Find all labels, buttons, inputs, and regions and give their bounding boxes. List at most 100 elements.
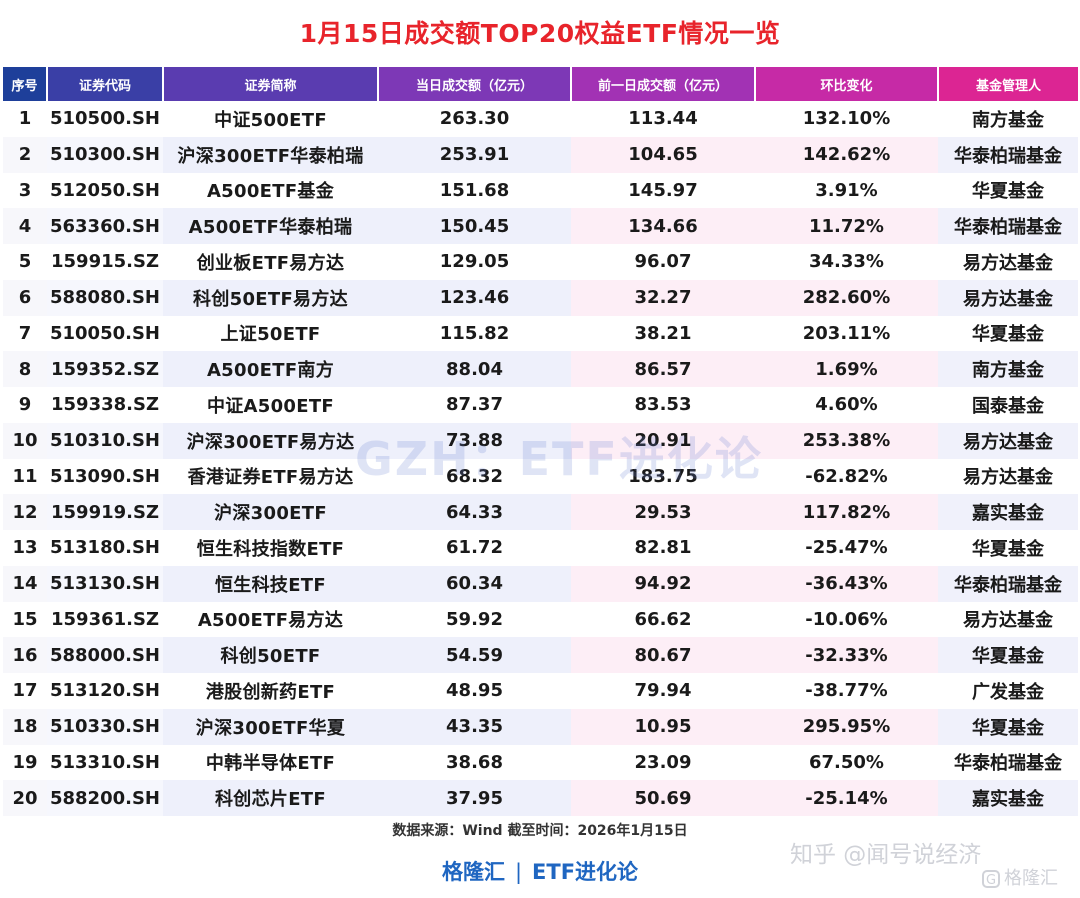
cell-change: -62.82% bbox=[805, 465, 888, 487]
cell-current-volume: 129.05 bbox=[439, 251, 510, 273]
cell-manager: 南方基金 bbox=[938, 351, 1078, 387]
cell-change: -36.43% bbox=[755, 565, 938, 602]
table-row: 8 159352.SZ A500ETF南方 88.04 86.57 1.69% 南方基金 bbox=[3, 351, 1078, 387]
cell-index: 10 bbox=[3, 422, 47, 459]
cell-code: 159352.SZ bbox=[47, 351, 163, 387]
cell-index: 14 bbox=[3, 565, 47, 602]
corner-watermark-text: 格隆汇 bbox=[1004, 868, 1058, 889]
cell-index: 11 bbox=[12, 465, 38, 487]
cell-code: 513120.SH bbox=[49, 680, 160, 702]
cell-previous-volume: 38.21 bbox=[634, 322, 692, 344]
cell-current-volume: 64.33 bbox=[378, 494, 571, 530]
cell-current-volume: 48.95 bbox=[446, 680, 503, 702]
cell-name: 恒生科技指数ETF bbox=[196, 538, 345, 560]
cell-current-volume: 43.35 bbox=[378, 708, 571, 745]
table-row: 4 563360.SH A500ETF华泰柏瑞 150.45 134.66 11.72% 华… bbox=[3, 208, 1078, 244]
cell-name: 科创50ETF bbox=[163, 637, 378, 673]
cell-name: 沪深300ETF华夏 bbox=[163, 708, 378, 745]
cell-change: -10.06% bbox=[805, 608, 888, 630]
cell-previous-volume: 66.62 bbox=[634, 608, 692, 630]
cell-index: 19 bbox=[12, 751, 38, 773]
cell-current-volume: 54.59 bbox=[378, 637, 571, 673]
header-manager: 基金管理人 bbox=[938, 67, 1078, 101]
cell-index: 6 bbox=[3, 279, 47, 316]
table-row: 2 510300.SH 沪深300ETF华泰柏瑞 253.91 104.65 142.62… bbox=[3, 136, 1078, 173]
cell-name: A500ETF易方达 bbox=[197, 610, 344, 632]
cell-index: 16 bbox=[3, 637, 47, 673]
cell-index: 1 bbox=[18, 108, 32, 130]
table-row: 17 513120.SH 港股创新药ETF 48.95 79.94 -38.77% 广发基金 bbox=[3, 673, 1078, 709]
cell-change: 295.95% bbox=[755, 708, 938, 745]
cell-index: 9 bbox=[18, 394, 32, 416]
cell-change: 67.50% bbox=[809, 751, 884, 773]
header-index: 序号 bbox=[3, 67, 48, 101]
cell-name: 中证A500ETF bbox=[206, 395, 335, 417]
cell-current-volume: 150.45 bbox=[378, 208, 571, 244]
cell-index: 17 bbox=[12, 680, 38, 702]
cell-index: 3 bbox=[18, 179, 32, 201]
cell-manager: 华泰柏瑞基金 bbox=[938, 136, 1078, 173]
cell-previous-volume: 29.53 bbox=[571, 494, 755, 530]
cell-previous-volume: 113.44 bbox=[628, 108, 698, 130]
cell-name: 香港证券ETF易方达 bbox=[187, 467, 354, 489]
table-row: 6 588080.SH 科创50ETF易方达 123.46 32.27 282.60% 易方… bbox=[3, 279, 1078, 316]
cell-name: 创业板ETF易方达 bbox=[196, 252, 345, 274]
cell-manager: 嘉实基金 bbox=[938, 780, 1078, 816]
cell-manager: 易方达基金 bbox=[963, 252, 1053, 274]
cell-name: A500ETF南方 bbox=[163, 351, 378, 387]
cell-manager: 易方达基金 bbox=[938, 422, 1078, 459]
cell-manager: 嘉实基金 bbox=[938, 494, 1078, 530]
cell-name: 上证50ETF bbox=[220, 324, 321, 346]
cell-code: 588000.SH bbox=[47, 637, 163, 673]
gelonghui-logo-icon: G bbox=[982, 870, 1000, 888]
cell-index: 7 bbox=[18, 322, 32, 344]
cell-manager: 易方达基金 bbox=[963, 467, 1053, 489]
cell-code: 159338.SZ bbox=[51, 394, 159, 416]
table-row: 9 159338.SZ 中证A500ETF 87.37 83.53 4.60% 国泰基金 bbox=[3, 387, 1078, 423]
cell-manager: 华泰柏瑞基金 bbox=[938, 208, 1078, 244]
cell-previous-volume: 10.95 bbox=[571, 708, 755, 745]
cell-change: 34.33% bbox=[809, 251, 884, 273]
cell-name: A500ETF华泰柏瑞 bbox=[163, 208, 378, 244]
cell-name: 沪深300ETF易方达 bbox=[163, 422, 378, 459]
cell-code: 588080.SH bbox=[47, 279, 163, 316]
cell-name: 沪深300ETF bbox=[163, 494, 378, 530]
cell-current-volume: 37.95 bbox=[378, 780, 571, 816]
cell-previous-volume: 94.92 bbox=[571, 565, 755, 602]
cell-manager: 易方达基金 bbox=[963, 610, 1053, 632]
cell-previous-volume: 32.27 bbox=[571, 279, 755, 316]
cell-name: 沪深300ETF华泰柏瑞 bbox=[163, 136, 378, 173]
cell-change: 253.38% bbox=[755, 422, 938, 459]
cell-manager: 华夏基金 bbox=[938, 708, 1078, 745]
data-source-note: 数据来源：Wind 截至时间：2026年1月15日 bbox=[392, 823, 688, 839]
cell-previous-volume: 82.81 bbox=[634, 537, 692, 559]
cell-change: 282.60% bbox=[755, 279, 938, 316]
cell-index: 15 bbox=[12, 608, 38, 630]
cell-index: 5 bbox=[18, 251, 32, 273]
table-row: 10 510310.SH 沪深300ETF易方达 73.88 20.91 253.38% 易… bbox=[3, 422, 1078, 459]
cell-change: 3.91% bbox=[815, 179, 878, 201]
cell-code: 159915.SZ bbox=[51, 251, 159, 273]
cell-current-volume: 263.30 bbox=[439, 108, 510, 130]
cell-code: 588200.SH bbox=[47, 780, 163, 816]
cell-previous-volume: 80.67 bbox=[571, 637, 755, 673]
table-row: 11 513090.SH 香港证券ETF易方达 68.32 183.75 -62.82% 易… bbox=[3, 459, 1078, 495]
cell-current-volume: 59.92 bbox=[446, 608, 503, 630]
table-row: 16 588000.SH 科创50ETF 54.59 80.67 -32.33% 华夏基金 bbox=[3, 637, 1078, 673]
table-row: 14 513130.SH 恒生科技ETF 60.34 94.92 -36.43% 华泰柏瑞基… bbox=[3, 565, 1078, 602]
cell-code: 510300.SH bbox=[47, 136, 163, 173]
cell-name: 中证500ETF bbox=[214, 109, 327, 131]
cell-index: 12 bbox=[3, 494, 47, 530]
cell-change: -32.33% bbox=[755, 637, 938, 673]
cell-manager: 华夏基金 bbox=[972, 538, 1044, 560]
cell-change: 132.10% bbox=[802, 108, 891, 130]
header-code: 证券代码 bbox=[47, 67, 164, 101]
cell-manager: 易方达基金 bbox=[938, 279, 1078, 316]
header-current-volume: 当日成交额（亿元） bbox=[378, 67, 572, 101]
etf-table: 序号 证券代码 证券简称 当日成交额（亿元） 前一日成交额（亿元） 环比变化 基… bbox=[3, 67, 1078, 816]
cell-current-volume: 61.72 bbox=[446, 537, 503, 559]
cell-name: 中韩半导体ETF bbox=[205, 753, 336, 775]
cell-current-volume: 88.04 bbox=[378, 351, 571, 387]
header-name: 证券简称 bbox=[163, 67, 379, 101]
cell-previous-volume: 183.75 bbox=[628, 465, 698, 487]
